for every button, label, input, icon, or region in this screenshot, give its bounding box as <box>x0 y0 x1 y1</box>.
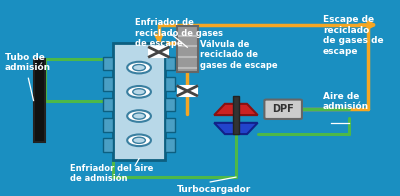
Circle shape <box>127 62 151 73</box>
Circle shape <box>133 137 145 143</box>
Bar <box>113 43 165 160</box>
Circle shape <box>133 89 145 95</box>
Bar <box>177 26 198 73</box>
Circle shape <box>127 110 151 122</box>
Circle shape <box>133 113 145 119</box>
Text: Enfriador de
reciclado de gases
de escape: Enfriador de reciclado de gases de escap… <box>135 18 223 48</box>
Text: Válvula de
reciclado de
gases de escape: Válvula de reciclado de gases de escape <box>200 40 278 70</box>
Text: Turbocargador: Turbocargador <box>177 185 251 194</box>
Circle shape <box>127 86 151 98</box>
Bar <box>103 118 113 132</box>
FancyBboxPatch shape <box>264 100 302 119</box>
Text: Aire de
admisión: Aire de admisión <box>323 92 369 111</box>
Polygon shape <box>214 104 258 115</box>
Text: Escape de
reciclado
de gases de
escape: Escape de reciclado de gases de escape <box>323 15 384 56</box>
Bar <box>165 77 176 91</box>
Text: Enfriador del aire
de admisión: Enfriador del aire de admisión <box>70 163 153 183</box>
Circle shape <box>133 64 145 71</box>
Bar <box>233 96 239 134</box>
Polygon shape <box>214 123 258 134</box>
Bar <box>165 98 176 111</box>
Bar <box>178 86 197 95</box>
Bar <box>149 47 168 57</box>
Text: DPF: DPF <box>272 104 294 114</box>
Bar <box>103 77 113 91</box>
Bar <box>165 138 176 152</box>
Bar <box>34 59 44 142</box>
Bar <box>165 57 176 71</box>
Bar <box>103 57 113 71</box>
Bar <box>103 138 113 152</box>
Circle shape <box>127 134 151 146</box>
Text: Tubo de
admisión: Tubo de admisión <box>5 53 51 73</box>
Bar <box>103 98 113 111</box>
Bar <box>165 118 176 132</box>
